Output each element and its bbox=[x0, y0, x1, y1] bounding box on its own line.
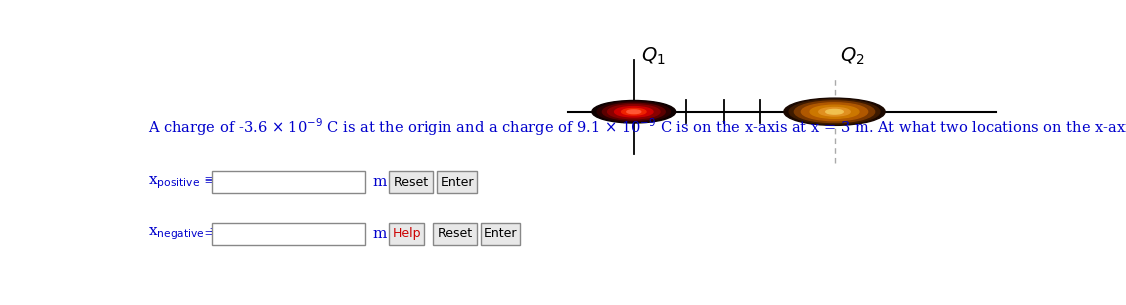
Text: =: = bbox=[204, 227, 216, 241]
Text: Reset: Reset bbox=[437, 227, 473, 240]
FancyBboxPatch shape bbox=[437, 171, 476, 193]
Text: x$_{\mathrm{negative}}$ =: x$_{\mathrm{negative}}$ = bbox=[148, 226, 222, 242]
FancyBboxPatch shape bbox=[481, 223, 520, 245]
Circle shape bbox=[608, 105, 660, 119]
Circle shape bbox=[825, 109, 843, 114]
Text: m: m bbox=[372, 175, 386, 189]
FancyBboxPatch shape bbox=[390, 171, 434, 193]
Circle shape bbox=[597, 102, 670, 122]
Circle shape bbox=[810, 105, 859, 118]
Circle shape bbox=[784, 98, 885, 125]
FancyBboxPatch shape bbox=[434, 223, 476, 245]
Text: Reset: Reset bbox=[394, 176, 429, 189]
Text: Help: Help bbox=[393, 227, 421, 240]
Text: $Q_2$: $Q_2$ bbox=[840, 46, 865, 67]
Circle shape bbox=[592, 100, 676, 123]
Circle shape bbox=[602, 103, 665, 120]
Text: Enter: Enter bbox=[440, 176, 474, 189]
Circle shape bbox=[615, 106, 653, 117]
Text: m: m bbox=[372, 227, 386, 241]
FancyBboxPatch shape bbox=[213, 223, 365, 245]
Circle shape bbox=[794, 101, 875, 123]
Text: x$_{\mathrm{positive}}$ =: x$_{\mathrm{positive}}$ = bbox=[148, 174, 217, 191]
Text: A charge of -3.6 $\times$ 10$^{-9}$ C is at the origin and a charge of 9.1 $\tim: A charge of -3.6 $\times$ 10$^{-9}$ C is… bbox=[148, 117, 1126, 140]
FancyBboxPatch shape bbox=[213, 171, 365, 193]
Circle shape bbox=[627, 110, 641, 114]
Circle shape bbox=[802, 103, 868, 121]
Circle shape bbox=[789, 99, 879, 124]
Circle shape bbox=[622, 109, 646, 115]
Text: $Q_1$: $Q_1$ bbox=[641, 46, 665, 67]
FancyBboxPatch shape bbox=[390, 223, 425, 245]
Text: =: = bbox=[204, 175, 216, 189]
Circle shape bbox=[819, 108, 850, 116]
Text: Enter: Enter bbox=[484, 227, 518, 240]
